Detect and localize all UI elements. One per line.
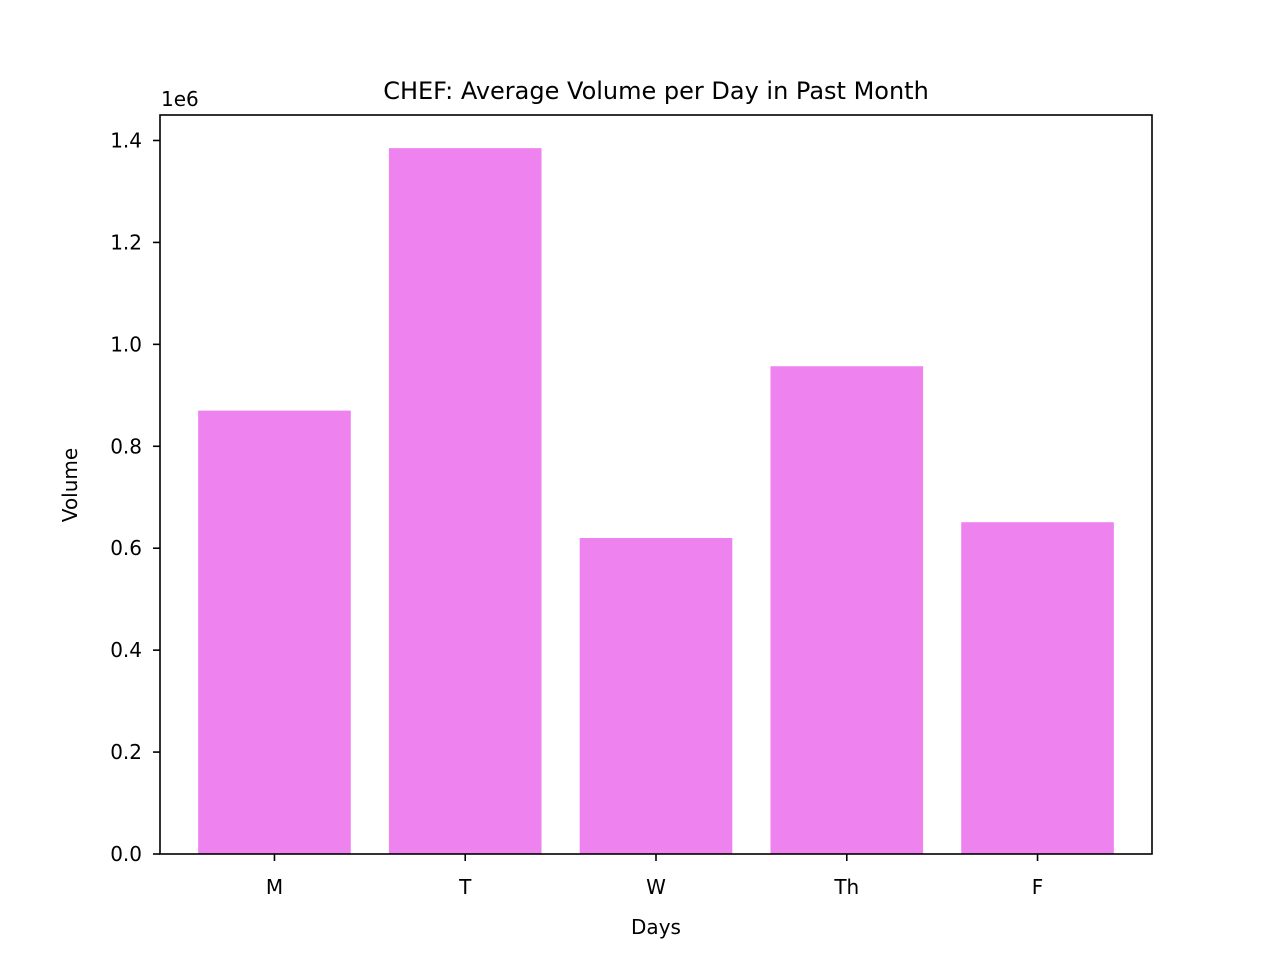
bar-th (770, 366, 924, 854)
y-tick-label: 1.0 (110, 332, 142, 356)
y-axis-ticks: 0.0 0.2 0.4 0.6 0.8 1.0 1.2 1.4 (110, 128, 160, 866)
y-tick-label: 0.0 (110, 842, 142, 866)
y-axis-offset-label: 1e6 (161, 87, 199, 111)
x-tick-label: T (458, 875, 472, 899)
x-tick-label: W (646, 875, 666, 899)
x-axis-ticks: M T W Th F (266, 854, 1043, 899)
y-tick-label: 0.2 (110, 740, 142, 764)
y-tick-label: 1.4 (110, 128, 142, 152)
plot-area-frame (159, 114, 1153, 855)
x-tick-label: Th (833, 875, 859, 899)
bar-m (198, 410, 351, 854)
y-tick-label: 1.2 (110, 230, 142, 254)
x-tick-label: M (266, 875, 283, 899)
y-axis-label: Volume (58, 448, 82, 522)
bar-t (388, 148, 542, 855)
x-axis-label: Days (631, 915, 681, 939)
chart-title: CHEF: Average Volume per Day in Past Mon… (383, 77, 929, 105)
bar-w (579, 538, 733, 854)
y-tick-label: 0.6 (110, 536, 142, 560)
y-tick-label: 0.4 (110, 638, 142, 662)
x-tick-label: F (1032, 875, 1044, 899)
bar-f (961, 522, 1114, 854)
bars-group (198, 148, 1114, 855)
y-tick-label: 0.8 (110, 434, 142, 458)
